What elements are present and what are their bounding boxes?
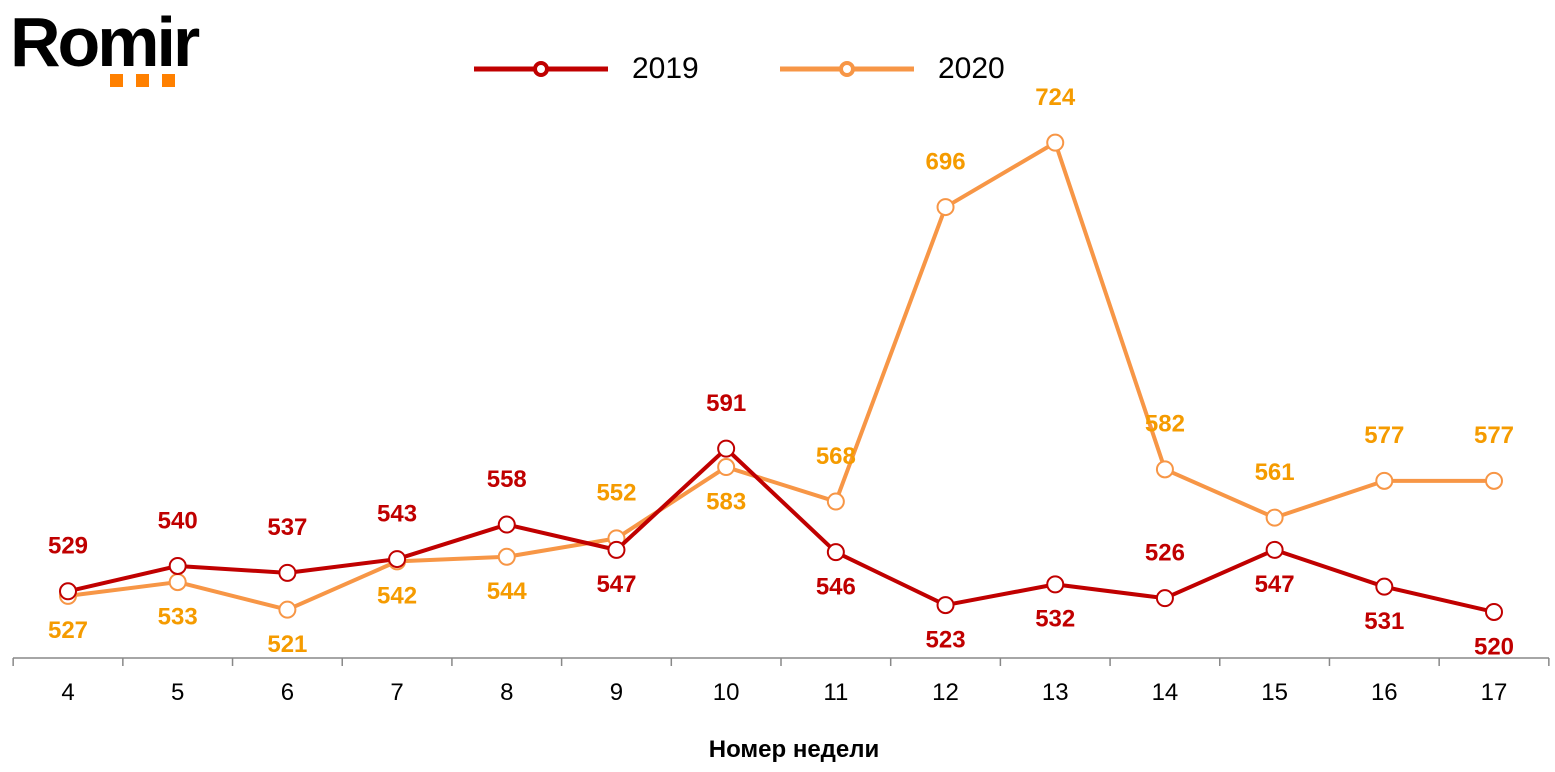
data-point: [826, 543, 845, 562]
series-line-2019: [67, 446, 1495, 614]
data-point: [1155, 589, 1174, 608]
x-tick-label: 6: [281, 679, 294, 706]
legend-item-2019: 2019: [474, 52, 699, 85]
legend-marker-icon: [533, 61, 549, 77]
data-label: 582: [1145, 411, 1185, 438]
x-tick-label: 13: [1042, 679, 1069, 706]
data-point: [1485, 471, 1503, 490]
data-point: [1046, 575, 1065, 594]
x-tick-label: 14: [1152, 679, 1179, 706]
data-point: [168, 573, 187, 592]
data-point: [1155, 460, 1174, 479]
logo-text: Romir: [10, 3, 200, 81]
data-label: 543: [377, 500, 417, 527]
x-tick-label: 10: [713, 679, 740, 706]
data-label: 531: [1364, 608, 1404, 635]
x-tick-label: 12: [932, 679, 959, 706]
data-point: [1265, 540, 1284, 559]
data-point: [1046, 133, 1065, 152]
legend-marker-icon: [839, 61, 855, 77]
data-label: 544: [487, 578, 528, 605]
data-point: [278, 563, 297, 582]
data-label: 583: [706, 488, 746, 515]
data-point: [826, 492, 845, 511]
x-tick-label: 7: [390, 679, 403, 706]
data-point: [497, 515, 516, 534]
data-label: 561: [1255, 459, 1295, 486]
x-axis-title: Номер недели: [709, 736, 880, 763]
data-label: 532: [1035, 606, 1075, 633]
data-point: [717, 439, 736, 458]
data-label: 527: [48, 617, 88, 644]
data-label: 526: [1145, 540, 1185, 567]
logo-dot: [136, 74, 149, 87]
data-label: 696: [926, 148, 966, 175]
logo-dot: [110, 74, 123, 87]
data-point: [1375, 471, 1394, 490]
data-label: 552: [596, 480, 636, 507]
x-tick-label: 9: [610, 679, 623, 706]
data-label: 546: [816, 574, 856, 601]
data-point: [168, 556, 187, 575]
data-point: [936, 198, 955, 217]
data-point: [388, 550, 407, 569]
data-point: [1375, 577, 1394, 596]
data-label: 537: [267, 514, 307, 541]
x-tick-label: 15: [1261, 679, 1288, 706]
legend-label: 2020: [938, 52, 1005, 85]
data-label: 547: [1255, 571, 1295, 598]
x-tick-label: 8: [500, 679, 513, 706]
data-point: [1265, 508, 1284, 527]
data-point: [936, 596, 955, 615]
data-label: 540: [158, 507, 198, 534]
data-label: 577: [1364, 422, 1404, 449]
data-label: 547: [596, 571, 636, 598]
data-label: 577: [1474, 422, 1514, 449]
series-line-2020: [67, 140, 1494, 612]
data-point: [59, 582, 77, 601]
data-label: 558: [487, 466, 527, 493]
legend-item-2020: 2020: [780, 52, 1005, 85]
data-label: 591: [706, 390, 746, 417]
data-label: 521: [267, 631, 307, 658]
data-label: 724: [1035, 84, 1076, 111]
data-label: 542: [377, 583, 417, 610]
x-tick-label: 17: [1481, 679, 1508, 706]
data-point: [1485, 602, 1503, 621]
data-point: [278, 600, 297, 619]
data-label: 568: [816, 443, 856, 470]
data-point: [717, 458, 736, 477]
legend: 2019 2020: [474, 52, 1005, 85]
data-point: [607, 540, 626, 559]
x-tick-label: 4: [61, 679, 74, 706]
logo-dot: [162, 74, 175, 87]
romir-logo: Romir: [10, 0, 200, 87]
x-tick-label: 11: [823, 679, 848, 706]
x-axis: 4 5 6 7 8 9 10 11 12 13 14 15 16 17: [12, 657, 1550, 706]
data-label: 529: [48, 533, 88, 560]
data-label: 523: [926, 626, 966, 653]
series-2019: 529 540 537 543 558 547 591 546 523 532 526 547 531 5…: [48, 390, 1514, 660]
data-point: [497, 547, 516, 566]
x-tick-label: 5: [171, 679, 184, 706]
data-label: 520: [1474, 633, 1514, 660]
x-tick-label: 16: [1371, 679, 1398, 706]
legend-label: 2019: [632, 52, 699, 85]
data-label: 533: [158, 603, 198, 630]
